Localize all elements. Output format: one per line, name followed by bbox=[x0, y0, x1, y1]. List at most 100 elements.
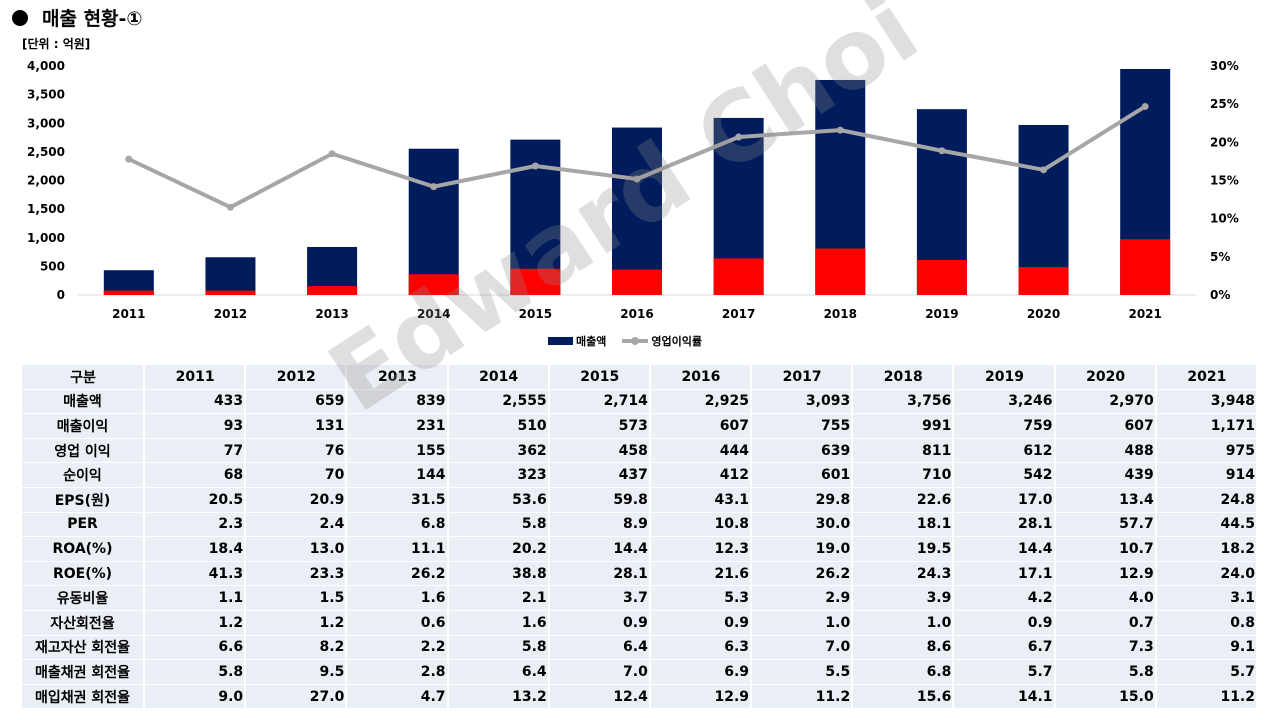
table-row: 유동비율 1.1 1.5 1.6 2.1 3.7 5.3 2.9 3.9 4.2 4.0 3.1 bbox=[22, 585, 1259, 611]
header-cell-year: 2011 bbox=[144, 365, 247, 390]
table-cell: 31.5 bbox=[346, 487, 449, 513]
table-cell: 612 bbox=[953, 438, 1056, 464]
row-label: ROA(%) bbox=[22, 536, 145, 562]
table-cell: 12.3 bbox=[649, 536, 753, 562]
table-cell: 2,714 bbox=[548, 389, 651, 415]
table-cell: 6.9 bbox=[649, 659, 753, 685]
table-cell: 3.9 bbox=[852, 585, 955, 611]
header-cell-year: 2015 bbox=[548, 365, 651, 390]
row-label: 매출채권 회전율 bbox=[22, 659, 145, 685]
table-row: 영업 이익 77 76 155 362 458 444 639 811 612 488 975 bbox=[22, 438, 1259, 464]
table-cell: 437 bbox=[548, 462, 651, 488]
bar-operating-profit bbox=[510, 268, 561, 295]
bullet-icon bbox=[12, 10, 28, 26]
table-row: 매출이익 93 131 231 510 573 607 755 991 759 607 1,171 bbox=[22, 413, 1259, 439]
table-cell: 77 bbox=[144, 438, 247, 464]
table-row: 매입채권 회전율 9.0 27.0 4.7 13.2 12.4 12.9 11.2 15.6 14… bbox=[22, 684, 1259, 710]
chart-legend: 매출액 영업이익률 bbox=[548, 333, 702, 349]
row-label: ROE(%) bbox=[22, 561, 145, 587]
table-cell: 17.0 bbox=[953, 487, 1056, 513]
header-cell-year: 2018 bbox=[852, 365, 955, 390]
table-cell: 759 bbox=[953, 413, 1056, 439]
table-cell: 4.0 bbox=[1054, 585, 1157, 611]
table-cell: 6.7 bbox=[953, 635, 1056, 661]
bar-sales bbox=[408, 148, 459, 295]
table-cell: 6.4 bbox=[447, 659, 550, 685]
x-tick-label: 2017 bbox=[722, 307, 755, 321]
table-cell: 231 bbox=[346, 413, 449, 439]
table-cell: 76 bbox=[245, 438, 348, 464]
table-cell: 24.8 bbox=[1155, 487, 1259, 513]
table-cell: 18.1 bbox=[852, 512, 955, 538]
bar-sales bbox=[612, 127, 662, 295]
table-cell: 6.4 bbox=[548, 635, 651, 661]
y-left-tick-label: 500 bbox=[40, 259, 65, 273]
table-cell: 9.0 bbox=[144, 684, 247, 710]
table-cell: 1.2 bbox=[245, 610, 348, 636]
table-cell: 24.0 bbox=[1155, 561, 1259, 587]
unit-label: [단위 : 억원] bbox=[22, 37, 91, 51]
legend-label: 매출액 bbox=[576, 335, 607, 348]
table-row: 매출액 433 659 839 2,555 2,714 2,925 3,093 3,756 3,2… bbox=[22, 389, 1259, 415]
header-cell-year: 2012 bbox=[245, 365, 348, 390]
table-cell: 12.9 bbox=[649, 684, 753, 710]
table-cell: 19.0 bbox=[751, 536, 854, 562]
table-cell: 0.8 bbox=[1155, 610, 1259, 636]
table-cell: 607 bbox=[649, 413, 753, 439]
table-cell: 0.6 bbox=[346, 610, 449, 636]
table-cell: 7.0 bbox=[548, 659, 651, 685]
row-label: 순이익 bbox=[22, 462, 145, 488]
bar-operating-profit bbox=[612, 269, 662, 295]
table-row: EPS(원) 20.5 20.9 31.5 53.6 59.8 43.1 29.8 22.6 17… bbox=[22, 487, 1259, 513]
table-cell: 444 bbox=[649, 438, 753, 464]
table-cell: 323 bbox=[447, 462, 550, 488]
table-cell: 5.8 bbox=[144, 659, 247, 685]
table-row: ROE(%) 41.3 23.3 26.2 38.8 28.1 21.6 26.2 24.3 17… bbox=[22, 561, 1259, 587]
x-tick-label: 2021 bbox=[1128, 307, 1161, 321]
table-row: ROA(%) 18.4 13.0 11.1 20.2 14.4 12.3 19.0 19.5 14… bbox=[22, 536, 1259, 562]
table-cell: 2.8 bbox=[346, 659, 449, 685]
table-cell: 5.8 bbox=[1054, 659, 1157, 685]
table-cell: 26.2 bbox=[751, 561, 854, 587]
table-cell: 131 bbox=[245, 413, 348, 439]
header-cell-year: 2014 bbox=[447, 365, 550, 390]
legend-item-margin: 영업이익률 bbox=[622, 333, 702, 349]
line-point bbox=[531, 162, 539, 170]
table-cell: 0.7 bbox=[1054, 610, 1157, 636]
table-cell: 14.1 bbox=[953, 684, 1056, 710]
table-cell: 1.6 bbox=[346, 585, 449, 611]
header-cell-year: 2020 bbox=[1054, 365, 1157, 390]
table-cell: 2.2 bbox=[346, 635, 449, 661]
table-cell: 10.7 bbox=[1054, 536, 1157, 562]
table-cell: 458 bbox=[548, 438, 651, 464]
table-cell: 93 bbox=[144, 413, 247, 439]
line-point bbox=[633, 175, 641, 183]
table-cell: 975 bbox=[1155, 438, 1259, 464]
table-cell: 573 bbox=[548, 413, 651, 439]
table-cell: 18.4 bbox=[144, 536, 247, 562]
table-cell: 13.2 bbox=[447, 684, 550, 710]
bar-operating-profit bbox=[307, 286, 358, 295]
table-row: 순이익 68 70 144 323 437 412 601 710 542 439 914 bbox=[22, 462, 1259, 488]
x-tick-label: 2013 bbox=[315, 307, 348, 321]
table-cell: 6.8 bbox=[346, 512, 449, 538]
table-cell: 41.3 bbox=[144, 561, 247, 587]
table-cell: 659 bbox=[245, 389, 348, 415]
table-cell: 991 bbox=[852, 413, 955, 439]
table-cell: 914 bbox=[1155, 462, 1259, 488]
table-cell: 15.0 bbox=[1054, 684, 1157, 710]
table-cell: 144 bbox=[346, 462, 449, 488]
y-right-tick-label: 20% bbox=[1210, 135, 1239, 149]
y-right-tick-label: 15% bbox=[1210, 174, 1239, 188]
table-header-row: 구분 2011 2012 2013 2014 2015 2016 2017 2018 2019 20… bbox=[22, 365, 1259, 390]
y-right-tick-label: 25% bbox=[1210, 97, 1239, 111]
table-cell: 362 bbox=[447, 438, 550, 464]
x-tick-label: 2019 bbox=[925, 307, 958, 321]
table-cell: 4.7 bbox=[346, 684, 449, 710]
table-cell: 18.2 bbox=[1155, 536, 1259, 562]
table-cell: 811 bbox=[852, 438, 955, 464]
table-cell: 53.6 bbox=[447, 487, 550, 513]
x-tick-label: 2012 bbox=[214, 307, 247, 321]
page-title-text: 매출 현황-① bbox=[42, 8, 143, 30]
bar-operating-profit bbox=[815, 248, 866, 295]
